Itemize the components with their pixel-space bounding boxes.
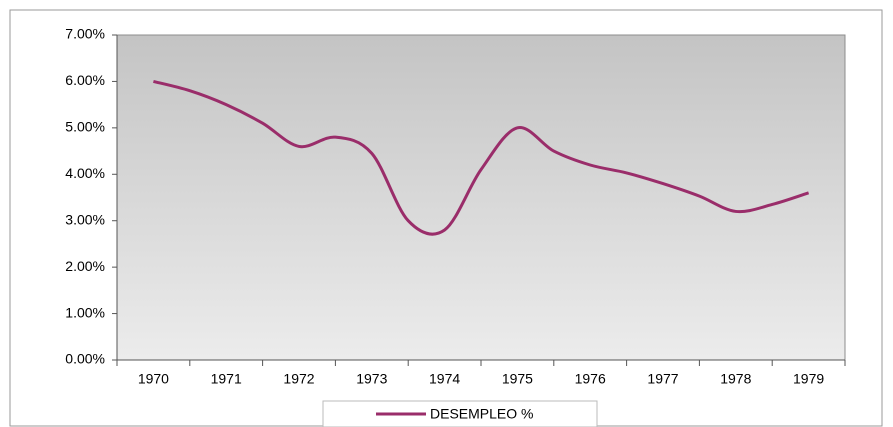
x-tick-label: 1974 [429,371,460,387]
x-tick-label: 1975 [502,371,533,387]
y-tick-label: 4.00% [65,165,105,181]
x-tick-label: 1970 [138,371,169,387]
y-tick-label: 0.00% [65,351,105,367]
legend-label: DESEMPLEO % [430,406,533,422]
y-tick-label: 6.00% [65,72,105,88]
y-tick-label: 2.00% [65,258,105,274]
y-tick-label: 1.00% [65,304,105,320]
x-tick-label: 1978 [720,371,751,387]
legend [322,400,598,427]
line-series [153,79,810,236]
plot-area [116,34,846,361]
y-tick-label: 7.00% [65,26,105,42]
x-tick-label: 1976 [575,371,606,387]
x-tick-label: 1972 [283,371,314,387]
x-tick-label: 1977 [647,371,678,387]
y-tick-label: 5.00% [65,119,105,135]
x-tick-label: 1971 [211,371,242,387]
x-tick-label: 1973 [356,371,387,387]
y-tick-label: 3.00% [65,211,105,227]
x-tick-label: 1979 [793,371,824,387]
